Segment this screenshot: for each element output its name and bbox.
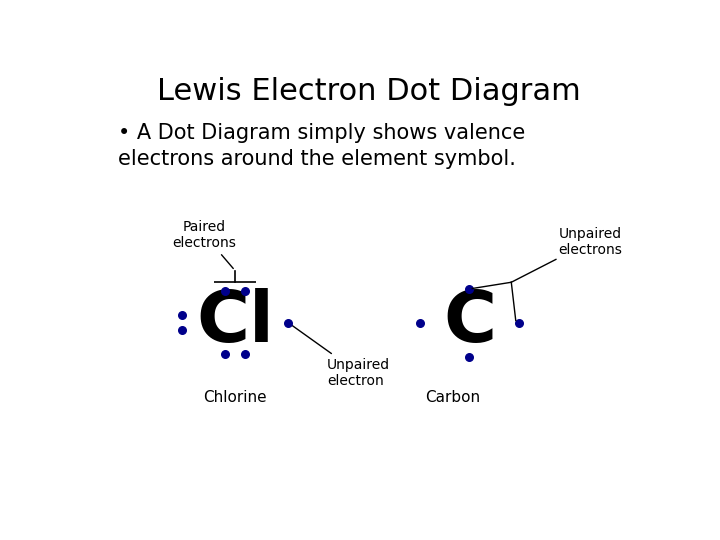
Point	[282, 318, 294, 327]
Point	[464, 284, 475, 293]
Point	[464, 353, 475, 361]
Text: • A Dot Diagram simply shows valence
electrons around the element symbol.: • A Dot Diagram simply shows valence ele…	[118, 123, 525, 170]
Text: Unpaired
electron: Unpaired electron	[290, 324, 390, 388]
Point	[220, 349, 231, 358]
Text: Cl: Cl	[196, 288, 274, 357]
Point	[176, 326, 188, 334]
Text: Paired
electrons: Paired electrons	[173, 220, 236, 268]
Text: Unpaired
electrons: Unpaired electrons	[559, 227, 623, 258]
Text: C: C	[443, 288, 496, 357]
Point	[220, 287, 231, 296]
Point	[513, 318, 524, 327]
Point	[239, 349, 251, 358]
Point	[239, 287, 251, 296]
Text: Lewis Electron Dot Diagram: Lewis Electron Dot Diagram	[157, 77, 581, 106]
Text: Carbon: Carbon	[425, 390, 480, 405]
Point	[415, 318, 426, 327]
Point	[176, 311, 188, 320]
Text: Chlorine: Chlorine	[203, 390, 267, 405]
